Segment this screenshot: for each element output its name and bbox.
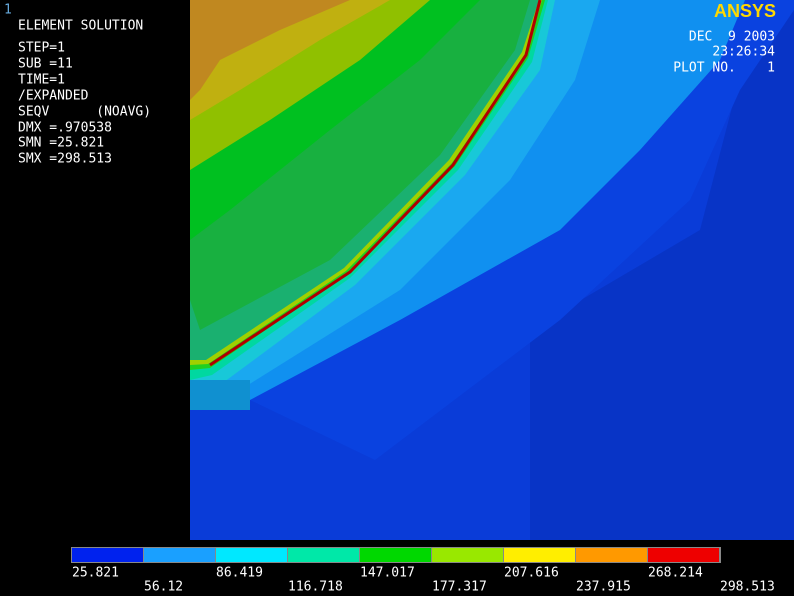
legend-label: 207.616 — [504, 566, 559, 581]
legend-label: 86.419 — [216, 566, 263, 581]
stress-peak-line — [209, 0, 542, 367]
legend-label: 56.12 — [144, 580, 183, 595]
legend-swatch — [216, 548, 287, 562]
legend-bar — [71, 547, 721, 563]
legend-label: 177.317 — [432, 580, 487, 595]
info-line: ELEMENT SOLUTION — [18, 19, 143, 34]
legend-swatch — [648, 548, 719, 562]
legend-swatch — [576, 548, 647, 562]
header-info: 23:26:34 — [712, 45, 775, 60]
legend-label: 237.915 — [576, 580, 631, 595]
info-line: /EXPANDED — [18, 89, 89, 104]
window-number: 1 — [4, 3, 12, 18]
legend-label: 298.513 — [720, 580, 775, 595]
region — [190, 0, 350, 100]
region — [530, 0, 794, 540]
info-line: SMN =25.821 — [18, 136, 104, 151]
contour-plot — [190, 0, 794, 540]
legend-label: 116.718 — [288, 580, 343, 595]
info-line: SMX =298.513 — [18, 152, 112, 167]
legend-swatch — [504, 548, 575, 562]
header-info: PLOT NO. 1 — [673, 61, 775, 76]
info-line: SEQV (NOAVG) — [18, 105, 151, 120]
legend-swatch — [288, 548, 359, 562]
region — [190, 380, 250, 410]
info-line: TIME=1 — [18, 73, 65, 88]
legend-swatch — [72, 548, 143, 562]
header-info: DEC 9 2003 — [689, 30, 775, 45]
legend-label: 25.821 — [72, 566, 119, 581]
legend-swatch — [144, 548, 215, 562]
info-line: DMX =.970538 — [18, 121, 112, 136]
legend-label: 147.017 — [360, 566, 415, 581]
legend-swatch — [432, 548, 503, 562]
info-line: SUB =11 — [18, 57, 73, 72]
info-line: STEP=1 — [18, 41, 65, 56]
legend-label: 268.214 — [648, 566, 703, 581]
legend-swatch — [360, 548, 431, 562]
logo: ANSYS — [714, 1, 776, 21]
